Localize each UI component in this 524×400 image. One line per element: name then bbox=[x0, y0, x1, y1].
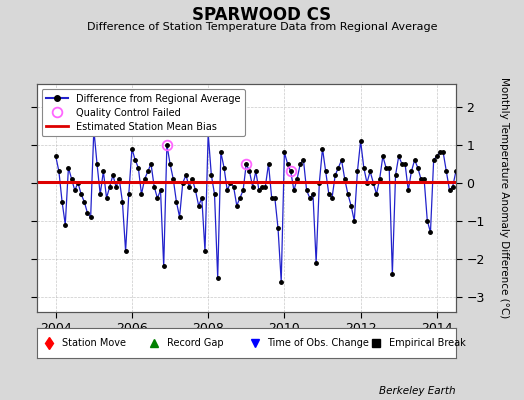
Legend: Difference from Regional Average, Quality Control Failed, Estimated Station Mean: Difference from Regional Average, Qualit… bbox=[41, 89, 245, 136]
Y-axis label: Monthly Temperature Anomaly Difference (°C): Monthly Temperature Anomaly Difference (… bbox=[498, 77, 509, 319]
Text: Station Move: Station Move bbox=[62, 338, 126, 348]
Text: Empirical Break: Empirical Break bbox=[389, 338, 465, 348]
Text: Berkeley Earth: Berkeley Earth bbox=[379, 386, 456, 396]
Text: SPARWOOD CS: SPARWOOD CS bbox=[192, 6, 332, 24]
Text: Time of Obs. Change: Time of Obs. Change bbox=[267, 338, 369, 348]
Text: Record Gap: Record Gap bbox=[167, 338, 223, 348]
Text: Difference of Station Temperature Data from Regional Average: Difference of Station Temperature Data f… bbox=[87, 22, 437, 32]
